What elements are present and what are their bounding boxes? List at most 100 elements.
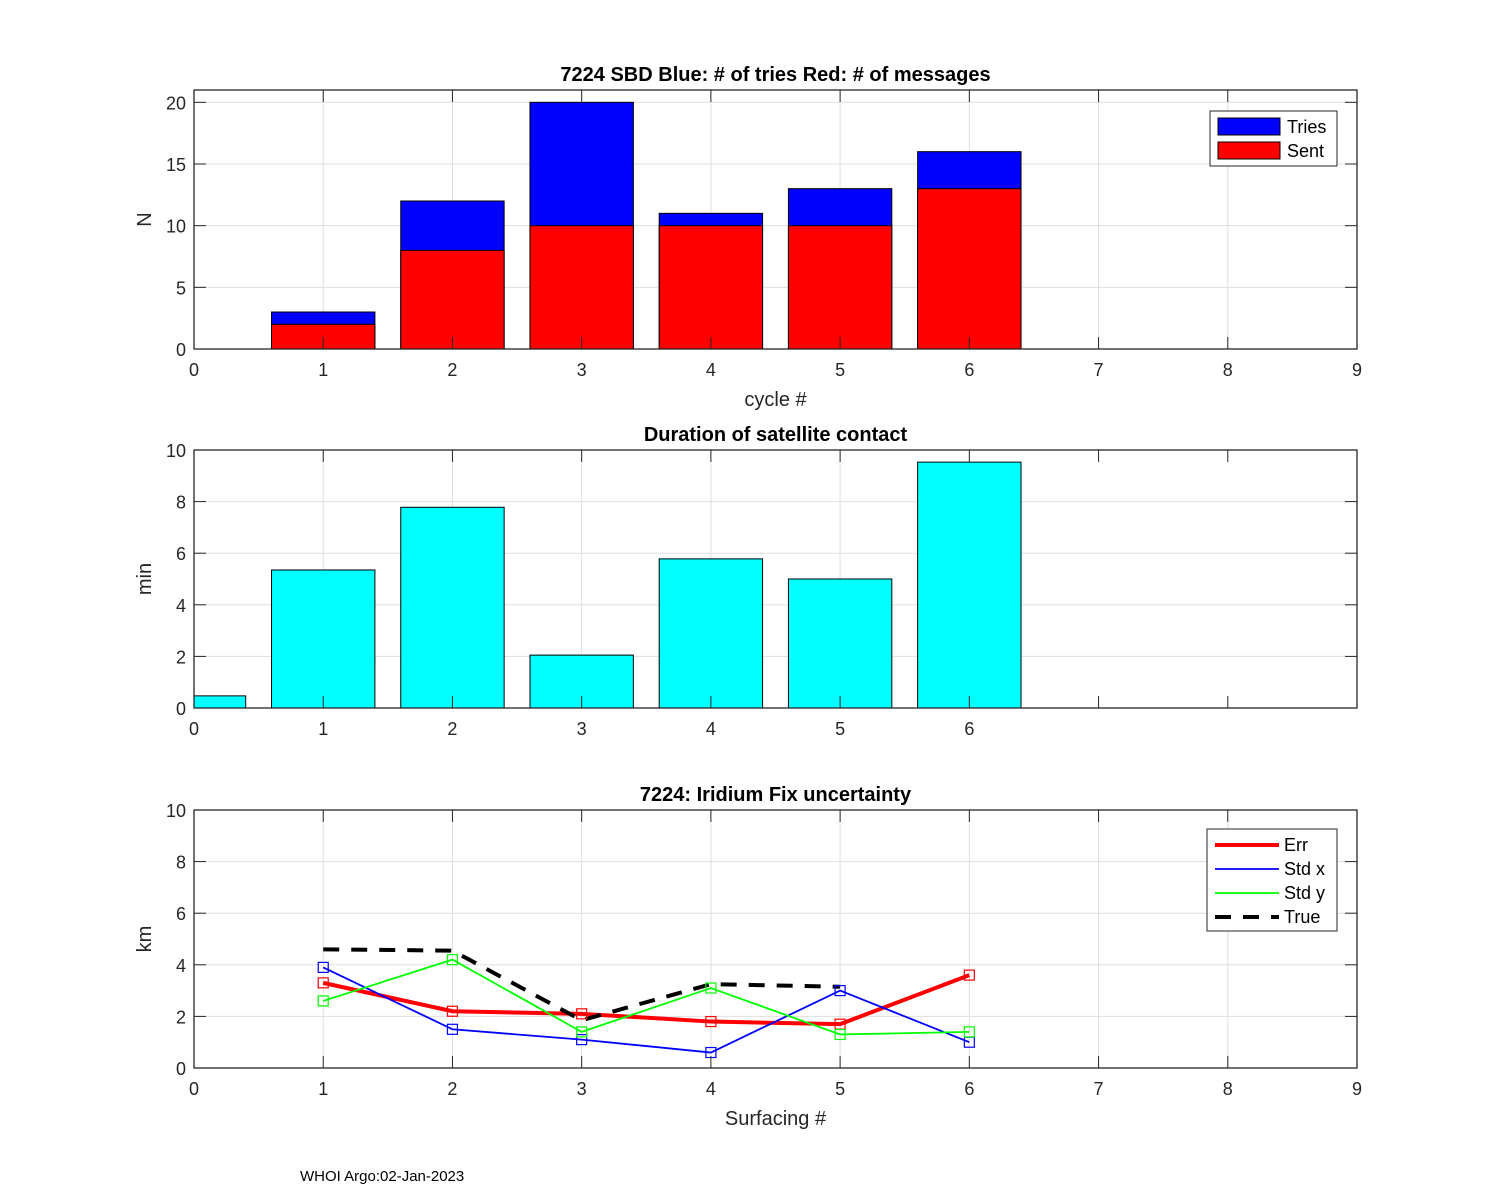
chart-1: 0 1 2 3 4 5 6 7 8 9 0 5 10 15 20 7224 SBD Blue: # of tr… [134, 64, 1362, 411]
tick-label-y: 8 [176, 853, 186, 873]
tick-label-y: 10 [166, 801, 186, 821]
tick-label-x: 2 [447, 360, 457, 380]
data-point-err [446, 1005, 459, 1017]
tick-label-y: 15 [166, 155, 186, 175]
y-axis-label: N [134, 212, 156, 226]
bar-duration [787, 578, 893, 709]
tick-label-y: 0 [176, 340, 186, 360]
legend-swatch-tries [1217, 117, 1281, 136]
tick-label-x: 1 [318, 1079, 328, 1099]
tick-label-x: 4 [706, 1079, 716, 1099]
plot-area [194, 450, 1357, 708]
bar-duration [193, 695, 247, 709]
tick-label-y: 6 [176, 904, 186, 924]
chart-title: Duration of satellite contact [644, 424, 908, 446]
bar-sent [658, 225, 764, 350]
tick-label-x: 6 [964, 360, 974, 380]
data-point-std-y [446, 954, 459, 966]
data-point-std-y [576, 1026, 588, 1038]
chart-title: 7224 SBD Blue: # of tries Red: # of mess… [560, 64, 990, 86]
tick-label-x: 3 [577, 1079, 587, 1099]
tick-label-y: 8 [176, 493, 186, 513]
tick-label-x: 2 [447, 719, 457, 739]
axes-frame [193, 809, 1358, 1069]
tick-label-x: 4 [706, 719, 716, 739]
axes-frame [193, 89, 1358, 350]
plot-area [194, 810, 1357, 1068]
legend-label: Std x [1284, 859, 1325, 879]
bar-sent [917, 188, 1022, 350]
tick-label-x: 9 [1352, 360, 1362, 380]
tick-label-x: 5 [835, 719, 845, 739]
data-point-err [317, 977, 329, 989]
legend-swatch-sent [1217, 141, 1281, 160]
series-line-std-y [322, 958, 970, 1036]
bar-duration [917, 461, 1022, 709]
bar-sent [787, 225, 893, 350]
tick-label-x: 2 [447, 1079, 457, 1099]
data-point-err [963, 969, 975, 981]
data-point-std-y [317, 995, 329, 1007]
tick-label-x: 0 [189, 360, 199, 380]
tick-label-x: 4 [706, 360, 716, 380]
footer-stamp: WHOI Argo:02-Jan-2023 [300, 1168, 465, 1185]
legend-label: Sent [1287, 141, 1324, 161]
tick-label-y: 4 [176, 956, 186, 976]
y-axis-label: min [134, 563, 156, 595]
tick-label-x: 3 [577, 719, 587, 739]
x-axis-label: Surfacing # [725, 1108, 827, 1130]
tick-label-x: 5 [835, 1079, 845, 1099]
chart-3: 0 1 2 3 4 5 6 7 8 9 0 2 4 6 8 10 7224: Iridium Fix uncer… [134, 784, 1362, 1130]
legend-label: True [1284, 907, 1320, 927]
tick-label-y: 0 [176, 699, 186, 719]
chart-title: 7224: Iridium Fix uncertainty [640, 784, 912, 806]
tick-label-y: 10 [166, 441, 186, 461]
plot-area [194, 90, 1357, 349]
bar-sent [400, 249, 505, 350]
tick-label-y: 10 [166, 217, 186, 237]
data-point-err [705, 1015, 717, 1028]
tick-label-x: 9 [1352, 1079, 1362, 1099]
bar-duration [400, 506, 505, 709]
tick-label-y: 2 [176, 1007, 186, 1027]
data-point-std-y [705, 982, 717, 994]
tick-label-x: 5 [835, 360, 845, 380]
tick-label-x: 1 [318, 719, 328, 739]
bar-duration [271, 569, 376, 709]
tick-label-y: 5 [176, 278, 186, 298]
tick-label-x: 0 [189, 719, 199, 739]
tick-label-x: 6 [964, 719, 974, 739]
x-axis-label: cycle # [744, 389, 807, 411]
data-point-std-y [963, 1026, 975, 1038]
data-point-std-x [317, 961, 329, 973]
data-point-err [576, 1008, 588, 1020]
series-line-std-x [322, 966, 970, 1054]
tick-label-x: 1 [318, 360, 328, 380]
axes-frame [193, 449, 1358, 709]
series-line-err [322, 973, 971, 1027]
chart-2: 0 1 2 3 4 5 6 0 2 4 6 8 10 Duration of satellite cont… [134, 424, 1358, 739]
series-line-true [323, 947, 841, 1023]
data-point-std-y [834, 1028, 846, 1041]
data-point-std-x [446, 1023, 459, 1035]
bar-sent [529, 225, 634, 350]
tick-label-x: 6 [964, 1079, 974, 1099]
legend-label: Tries [1287, 117, 1326, 137]
y-axis-label: km [134, 926, 156, 953]
tick-label-y: 4 [176, 596, 186, 616]
bar-duration [658, 558, 764, 709]
data-point-std-x [576, 1034, 588, 1046]
legend-label: Std y [1284, 883, 1325, 903]
tick-label-y: 20 [166, 93, 186, 113]
data-point-std-x [834, 984, 846, 997]
tick-label-x: 8 [1223, 360, 1233, 380]
tick-label-y: 0 [176, 1059, 186, 1079]
tick-label-x: 7 [1094, 1079, 1104, 1099]
tick-label-x: 8 [1223, 1079, 1233, 1099]
tick-label-x: 7 [1094, 360, 1104, 380]
tick-label-x: 0 [189, 1079, 199, 1099]
tick-label-y: 6 [176, 544, 186, 564]
tick-label-y: 2 [176, 647, 186, 667]
legend-label: Err [1284, 835, 1308, 855]
